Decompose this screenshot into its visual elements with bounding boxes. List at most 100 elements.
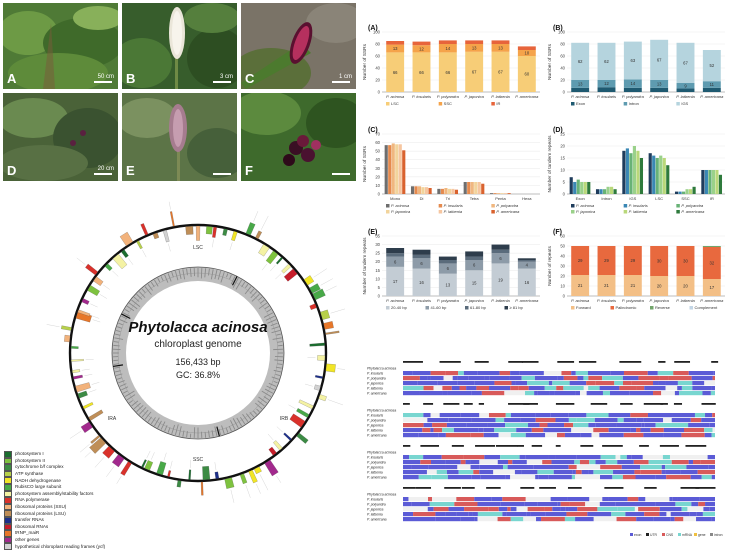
gene-leader-line [321, 279, 333, 286]
x-tick-label: P. acinosa [386, 94, 405, 99]
alignment-block [648, 391, 653, 395]
alignment-block [617, 460, 634, 464]
bar [490, 193, 493, 194]
alignment-block [596, 381, 615, 385]
alignment-block [613, 470, 634, 474]
gene-block [72, 369, 80, 373]
bar [580, 182, 583, 194]
gene-block [240, 474, 247, 484]
gene-legend-label: ribosomal proteins (SSU) [15, 504, 66, 510]
alignment-block [624, 371, 648, 375]
gene-block [186, 226, 194, 235]
gene-arrow [420, 445, 439, 447]
gene-arrow [496, 445, 518, 447]
alignment-row-label: P. latbenia [367, 428, 383, 432]
gene-legend-label: photosystem assembly/stability factors [15, 491, 93, 497]
gene-legend-swatch [4, 464, 12, 471]
gene-block [319, 394, 327, 401]
alignment-block [506, 512, 526, 516]
gene-block [196, 226, 200, 240]
alignment-block [705, 502, 715, 506]
alignment-block [437, 470, 447, 474]
bar [501, 193, 504, 194]
photo-d: D 20 cm [3, 93, 118, 181]
photo-d-scale: 20 cm [98, 166, 114, 172]
gene-arrow [579, 361, 596, 363]
alignment-block [551, 497, 568, 501]
y-tick-label: 0 [563, 90, 566, 95]
gc-content-bar [205, 432, 206, 438]
alignment-legend-label: CNS [666, 533, 674, 537]
alignment-block [576, 371, 588, 375]
alignment-block [528, 423, 540, 427]
bar [444, 188, 447, 194]
gene-arrow [568, 487, 582, 489]
bar [649, 153, 652, 194]
gene-arrow [556, 403, 574, 405]
alignment-block [713, 376, 715, 380]
alignment-block [682, 507, 688, 511]
bar [422, 187, 425, 194]
bar-segment [703, 88, 721, 92]
gene-block [157, 461, 166, 475]
data-label: 15 [472, 281, 477, 286]
photo-b-label: B [126, 71, 135, 86]
bar [603, 189, 606, 194]
data-label: 21 [578, 283, 583, 288]
gene-legend-label: cytochrome b/f complex [15, 464, 64, 470]
alignment-block [692, 381, 704, 385]
gene-legend-swatch [4, 484, 12, 491]
alignment-block [434, 428, 443, 432]
bar [418, 186, 421, 194]
gene-arrow [532, 445, 542, 447]
gene-leader-line [93, 320, 101, 322]
photo-b-scalebar [213, 81, 231, 83]
alignment-block [510, 371, 519, 375]
gene-block [85, 264, 97, 275]
alignment-block [472, 418, 496, 422]
bar [652, 156, 655, 194]
bar [584, 182, 587, 194]
alignment-block [696, 517, 712, 521]
gene-leader-line [246, 485, 251, 498]
legend-swatch [676, 102, 680, 106]
legend-swatch [491, 102, 495, 106]
alignment-block [457, 376, 469, 380]
x-tick-label: P. latbenia [676, 94, 695, 99]
legend-swatch [386, 306, 390, 310]
alignment-block [403, 455, 409, 459]
alignment-block [440, 413, 461, 417]
alignment-block [544, 507, 552, 511]
alignment-row-label: P. americana [367, 391, 387, 395]
gene-legend-label: hypothetical chloroplast reading frames … [15, 544, 105, 550]
y-tick-label: 0 [563, 192, 566, 197]
legend-entry: 41-60 bp [431, 305, 448, 310]
photo-a-scalebar [94, 81, 112, 83]
alignment-block [653, 391, 661, 395]
bar-segment [492, 250, 510, 253]
x-tick-label: P. acinosa [386, 298, 405, 303]
gene-arrow [674, 361, 690, 363]
bar-segment [413, 42, 431, 46]
gene-leader-line [142, 250, 146, 257]
bar [715, 170, 718, 194]
alignment-block [566, 507, 569, 511]
legend-swatch [386, 204, 390, 208]
alignment-block [427, 470, 437, 474]
bar [508, 193, 511, 194]
bar [682, 192, 685, 194]
gene-block [82, 299, 90, 305]
legend-entry: P. japonica [576, 209, 596, 214]
alignment-block [516, 381, 527, 385]
alignment-block [431, 371, 446, 375]
data-label: 14 [445, 46, 450, 51]
gene-block [314, 385, 321, 391]
alignment-block [561, 507, 566, 511]
alignment-row-label: P. americana [367, 475, 387, 479]
alignment-block [461, 413, 480, 417]
alignment-block [556, 386, 563, 390]
alignment-block [636, 517, 653, 521]
gene-arrow [403, 445, 410, 447]
legend-entry: P. polyandra [496, 203, 519, 208]
